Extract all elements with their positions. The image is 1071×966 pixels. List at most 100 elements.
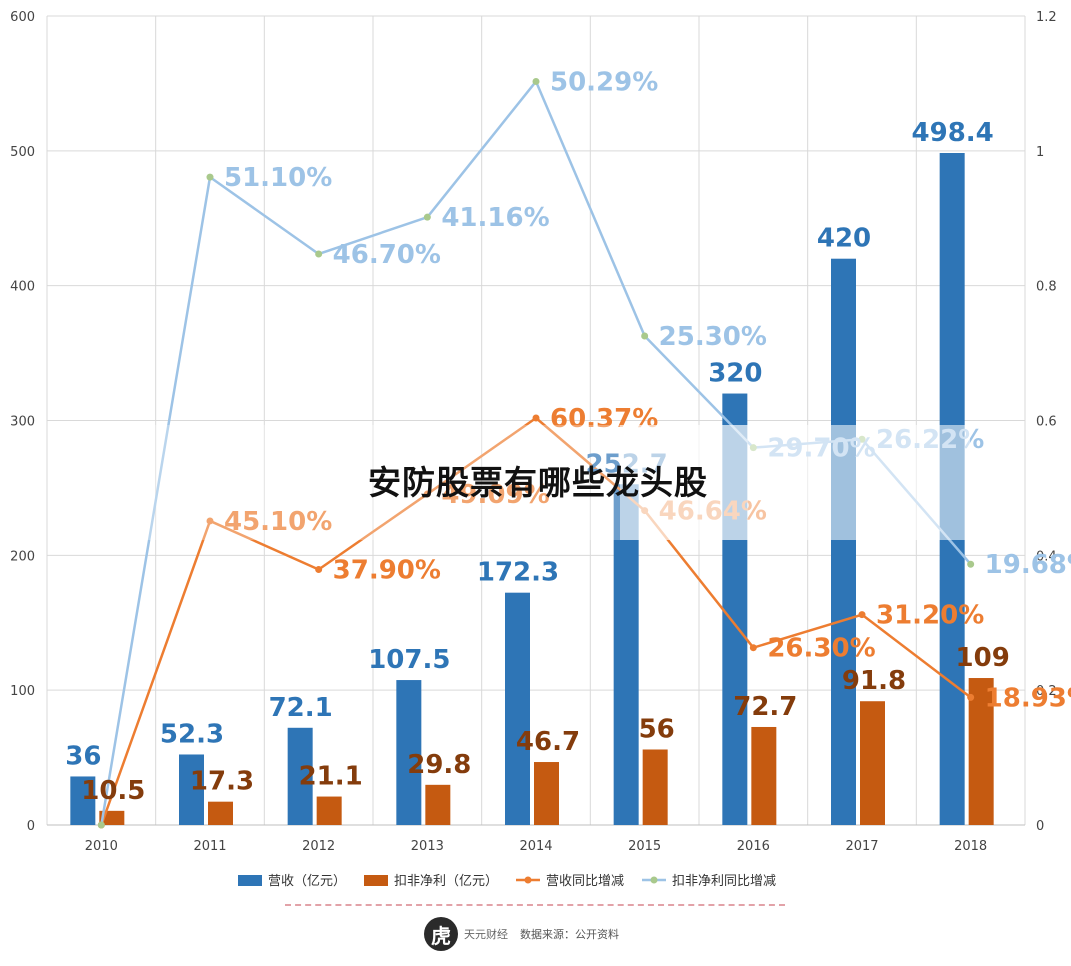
bar-profit: [208, 801, 233, 825]
bar-value-label: 52.3: [160, 719, 224, 749]
legend-label: 扣非净利同比增减: [672, 874, 776, 889]
bar-value-label: 29.8: [407, 750, 471, 780]
legend-swatch: [238, 875, 262, 886]
y-tick-label-left: 0: [27, 819, 35, 834]
bar-revenue: [831, 258, 856, 825]
x-tick-label: 2016: [737, 839, 770, 854]
point-profit-growth: [206, 173, 214, 181]
point-profit-growth: [967, 560, 975, 568]
bar-value-label: 46.7: [516, 727, 580, 757]
point-revenue-growth: [967, 693, 975, 701]
legend-marker: [524, 876, 532, 884]
point-revenue-growth: [206, 517, 214, 525]
x-tick-label: 2017: [845, 839, 878, 854]
bar-profit: [425, 784, 451, 825]
x-tick-label: 2015: [628, 839, 661, 854]
line-value-label: 41.16%: [441, 203, 549, 233]
y-axis-right: 0 0.2 0.4 0.6 0.8 1 1.2: [1036, 10, 1057, 834]
y-tick-label-right: 0.2: [1036, 684, 1057, 699]
line-value-label: 18.93%: [985, 683, 1071, 713]
bar-profit: [860, 701, 885, 825]
x-axis: 2010 2011 2012 2013 2014 2015 2016 2017 2018: [47, 824, 1025, 854]
legend-swatch: [364, 875, 388, 886]
overlay-title: 安防股票有哪些龙头股: [368, 463, 708, 502]
y-tick-label-left: 600: [10, 10, 35, 25]
legend-label: 扣非净利（亿元）: [394, 874, 498, 889]
line-value-label: 37.90%: [333, 555, 441, 585]
line-value-label: 31.20%: [876, 601, 984, 631]
legend-label: 营收（亿元）: [268, 874, 346, 889]
bar-profit: [751, 726, 777, 825]
legend-label: 营收同比增减: [546, 874, 624, 889]
bar-profit: [968, 678, 994, 825]
x-tick-label: 2010: [85, 839, 118, 854]
bar-value-label: 91.8: [842, 666, 906, 696]
legend: 营收（亿元） 扣非净利（亿元） 营收同比增减 扣非净利同比增减: [238, 874, 776, 889]
y-tick-label-right: 0.4: [1036, 549, 1057, 564]
bar-value-label: 21.1: [299, 762, 363, 792]
line-value-label: 19.68%: [985, 550, 1071, 580]
y-tick-label-left: 300: [10, 415, 35, 430]
y-tick-label-left: 100: [10, 684, 35, 699]
bar-value-label: 172.3: [477, 558, 559, 588]
bar-value-label: 320: [708, 359, 762, 389]
point-profit-growth: [532, 77, 540, 85]
point-revenue-growth: [423, 490, 431, 498]
y-tick-label-left: 200: [10, 549, 35, 564]
footer-brand: 天元财经: [464, 928, 508, 941]
line-value-label: 51.10%: [224, 163, 332, 193]
y-tick-label-left: 400: [10, 280, 35, 295]
bar-value-label: 56: [639, 714, 675, 744]
bar-value-label: 107.5: [368, 645, 450, 675]
x-tick-label: 2014: [519, 839, 552, 854]
bar-value-label: 498.4: [912, 118, 994, 148]
y-tick-label-left: 500: [10, 145, 35, 160]
point-profit-growth: [423, 213, 431, 221]
bar-profit: [642, 749, 668, 825]
x-tick-label: 2012: [302, 839, 335, 854]
point-revenue-growth: [749, 644, 757, 652]
x-tick-label: 2011: [193, 839, 226, 854]
line-value-label: 26.30%: [767, 634, 875, 664]
legend-marker: [650, 876, 658, 884]
bar-profit: [316, 796, 342, 825]
x-tick-label: 2013: [411, 839, 444, 854]
data-labels: 3652.372.1107.5172.3252.7320420498.410.5…: [65, 67, 1071, 805]
bar-value-label: 109: [956, 643, 1010, 673]
bar-value-label: 10.5: [81, 776, 145, 806]
bar-revenue: [613, 484, 639, 825]
y-tick-label-right: 0.8: [1036, 280, 1057, 295]
footer-divider: [285, 904, 785, 906]
y-tick-label-right: 0: [1036, 819, 1044, 834]
point-revenue-growth: [858, 611, 866, 619]
bar-value-label: 17.3: [190, 767, 254, 797]
point-profit-growth: [97, 821, 105, 829]
bar-revenue: [179, 754, 204, 825]
bar-value-label: 72.1: [269, 693, 333, 723]
x-tick-label: 2018: [954, 839, 987, 854]
point-revenue-growth: [315, 565, 323, 573]
footer-source: 数据来源：公开资料: [520, 928, 619, 941]
y-tick-label-right: 0.6: [1036, 415, 1057, 430]
bar-revenue: [396, 680, 422, 825]
y-tick-label-right: 1: [1036, 145, 1044, 160]
point-profit-growth: [641, 332, 649, 340]
brand-logo-icon: 虎: [424, 917, 458, 951]
line-value-label: 25.30%: [659, 322, 767, 352]
line-value-label: 49.09%: [441, 480, 549, 510]
bar-value-label: 36: [65, 741, 101, 771]
bar-value-label: 72.7: [733, 692, 797, 722]
point-profit-growth: [315, 250, 323, 258]
bar-revenue: [505, 592, 530, 825]
line-value-label: 46.70%: [333, 240, 441, 270]
bar-profit: [534, 762, 559, 825]
point-revenue-growth: [532, 414, 540, 422]
y-axis-left: 0 100 200 300 400 500 600: [10, 10, 35, 834]
footer: 虎 天元财经 数据来源：公开资料: [424, 912, 684, 956]
overlay-band: [620, 425, 970, 540]
line-value-label: 45.10%: [224, 507, 332, 537]
y-tick-label-right: 1.2: [1036, 10, 1057, 25]
line-value-label: 50.29%: [550, 67, 658, 97]
bar-revenue: [70, 776, 96, 825]
